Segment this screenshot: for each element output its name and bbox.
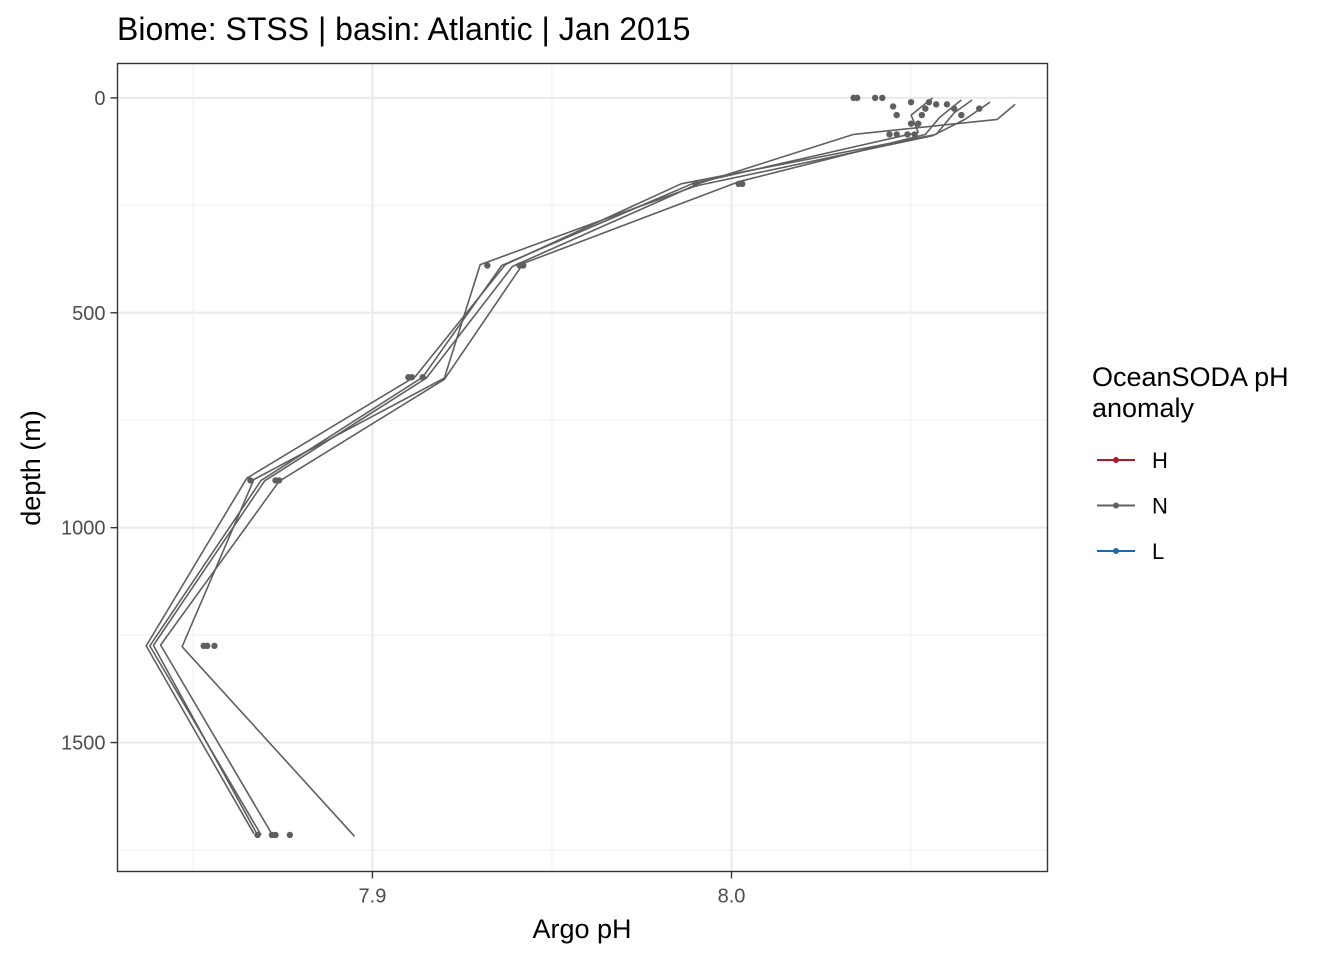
series-line-3 (181, 101, 991, 837)
data-point (932, 101, 940, 108)
data-point (204, 642, 211, 650)
data-point (211, 642, 218, 650)
data-point (925, 98, 933, 106)
legend-item-l: L (1097, 539, 1164, 564)
data-point (922, 105, 929, 112)
data-point (911, 131, 918, 138)
legend-items: HNL (1097, 448, 1168, 564)
data-point (871, 94, 879, 102)
axes: 7.9 8.0 0 500 1000 1500 (61, 88, 745, 908)
legend-item-label: N (1152, 494, 1168, 519)
data-point (254, 831, 261, 839)
legend-key-point (1113, 457, 1119, 463)
data-point (918, 111, 926, 119)
data-point (958, 111, 965, 119)
data-point (889, 103, 897, 110)
data-point (904, 131, 911, 138)
data-point (520, 262, 527, 269)
chart-title: Biome: STSS | basin: Atlantic | Jan 2015 (117, 11, 690, 47)
y-tick-label: 0 (94, 88, 105, 110)
legend-item-n: N (1097, 494, 1168, 519)
data-point (739, 180, 746, 188)
data-point (915, 120, 922, 127)
legend-title-line-2: anomaly (1092, 393, 1195, 423)
data-point (853, 94, 861, 102)
legend-key-point (1113, 502, 1119, 509)
plot-panel-border (116, 62, 1049, 873)
data-point (247, 477, 254, 484)
plot-panel-background (117, 63, 1048, 872)
legend-key-point (1113, 548, 1119, 554)
data-point (272, 831, 279, 839)
legend-item-label: L (1152, 539, 1164, 564)
y-axis-label: depth (m) (16, 410, 46, 526)
x-tick-label: 8.0 (718, 886, 746, 908)
data-point (893, 111, 900, 119)
data-point (976, 105, 983, 112)
data-point (907, 98, 915, 106)
x-axis-label: Argo pH (532, 914, 631, 944)
data-point (886, 131, 893, 138)
series-line-4 (145, 99, 973, 835)
legend-title-line-1: OceanSODA pH (1092, 362, 1289, 392)
data-point (408, 374, 416, 381)
y-tick-label: 1500 (61, 733, 106, 755)
data-point (275, 477, 283, 484)
series-line-1 (149, 97, 934, 836)
legend-item-h: H (1097, 448, 1168, 473)
data-point (419, 374, 426, 381)
legend: OceanSODA pH anomaly HNL (1092, 362, 1289, 564)
data-point (692, 180, 699, 188)
data-points (200, 94, 983, 839)
data-point (879, 94, 886, 102)
data-point (950, 105, 958, 112)
plot-panel (116, 62, 1049, 873)
series-line-5 (152, 103, 1016, 836)
data-point (893, 131, 900, 138)
grid-lines (117, 63, 1048, 872)
data-point (943, 101, 951, 108)
y-tick-label: 1000 (61, 518, 106, 540)
data-point (907, 120, 915, 127)
data-point (286, 831, 294, 839)
x-tick-label: 7.9 (359, 886, 387, 908)
data-point (484, 262, 491, 269)
legend-item-label: H (1152, 448, 1168, 473)
y-tick-label: 500 (72, 303, 105, 325)
